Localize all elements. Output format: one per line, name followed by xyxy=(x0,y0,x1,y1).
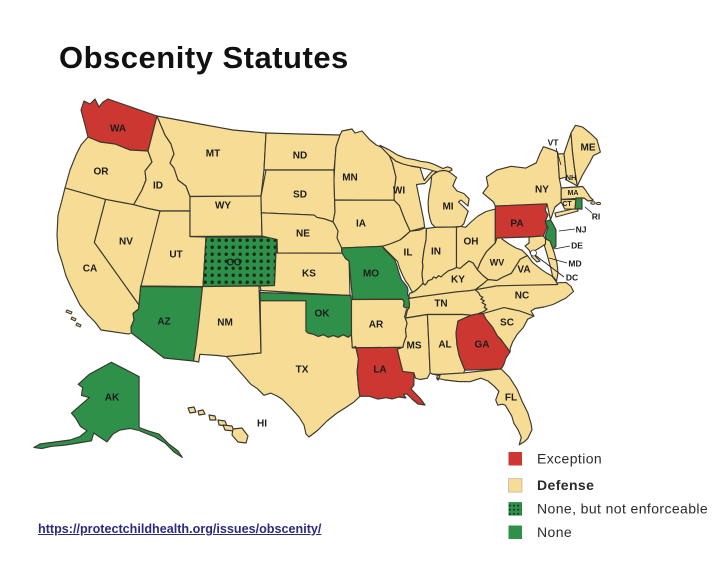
svg-text:None, but not enforceable: None, but not enforceable xyxy=(537,501,708,517)
svg-text:DE: DE xyxy=(571,240,583,250)
svg-text:NJ: NJ xyxy=(576,224,587,234)
svg-text:TX: TX xyxy=(296,365,309,376)
svg-text:CT: CT xyxy=(562,201,572,208)
svg-text:GA: GA xyxy=(475,340,490,351)
svg-text:UT: UT xyxy=(169,250,182,261)
svg-text:MA: MA xyxy=(568,190,579,197)
svg-text:NH: NH xyxy=(566,173,577,182)
svg-text:SC: SC xyxy=(500,318,514,329)
svg-text:ND: ND xyxy=(293,151,307,162)
svg-text:WI: WI xyxy=(393,186,405,197)
svg-text:NM: NM xyxy=(217,318,233,329)
svg-text:WA: WA xyxy=(110,124,126,135)
svg-text:MI: MI xyxy=(442,202,453,213)
svg-text:FL: FL xyxy=(505,393,517,404)
svg-text:VA: VA xyxy=(517,265,530,276)
svg-text:AL: AL xyxy=(438,340,451,351)
svg-text:CO: CO xyxy=(227,258,242,269)
svg-text:WY: WY xyxy=(215,201,231,212)
svg-text:AZ: AZ xyxy=(157,317,170,328)
svg-text:MN: MN xyxy=(342,173,358,184)
svg-text:NV: NV xyxy=(119,237,133,248)
svg-text:RI: RI xyxy=(592,211,601,221)
svg-text:KS: KS xyxy=(302,269,316,280)
svg-text:Defense: Defense xyxy=(537,477,594,493)
svg-text:HI: HI xyxy=(257,419,267,430)
svg-text:DC: DC xyxy=(566,272,578,282)
svg-text:Exception: Exception xyxy=(537,451,602,467)
svg-text:CA: CA xyxy=(83,264,97,275)
svg-text:WV: WV xyxy=(490,257,505,267)
svg-text:TN: TN xyxy=(434,299,447,310)
svg-text:VT: VT xyxy=(548,137,560,147)
svg-text:MD: MD xyxy=(568,258,581,268)
svg-text:LA: LA xyxy=(373,365,386,376)
svg-text:NC: NC xyxy=(515,291,529,302)
svg-text:OH: OH xyxy=(464,237,479,248)
svg-text:IA: IA xyxy=(356,219,366,230)
svg-text:ID: ID xyxy=(153,181,163,192)
svg-text:OR: OR xyxy=(94,167,110,178)
svg-text:MS: MS xyxy=(407,341,422,352)
svg-text:KY: KY xyxy=(451,275,465,286)
svg-text:None: None xyxy=(537,524,572,540)
svg-text:IL: IL xyxy=(404,248,413,259)
svg-text:PA: PA xyxy=(510,219,523,230)
svg-text:IN: IN xyxy=(431,247,441,258)
svg-text:AR: AR xyxy=(369,320,384,331)
svg-text:MO: MO xyxy=(363,269,379,280)
svg-text:ME: ME xyxy=(581,143,596,154)
svg-text:NE: NE xyxy=(296,229,310,240)
svg-text:AK: AK xyxy=(105,393,120,404)
svg-text:MT: MT xyxy=(206,149,220,160)
svg-text:NY: NY xyxy=(535,185,549,196)
svg-text:OK: OK xyxy=(315,309,331,320)
svg-text:SD: SD xyxy=(293,190,307,201)
